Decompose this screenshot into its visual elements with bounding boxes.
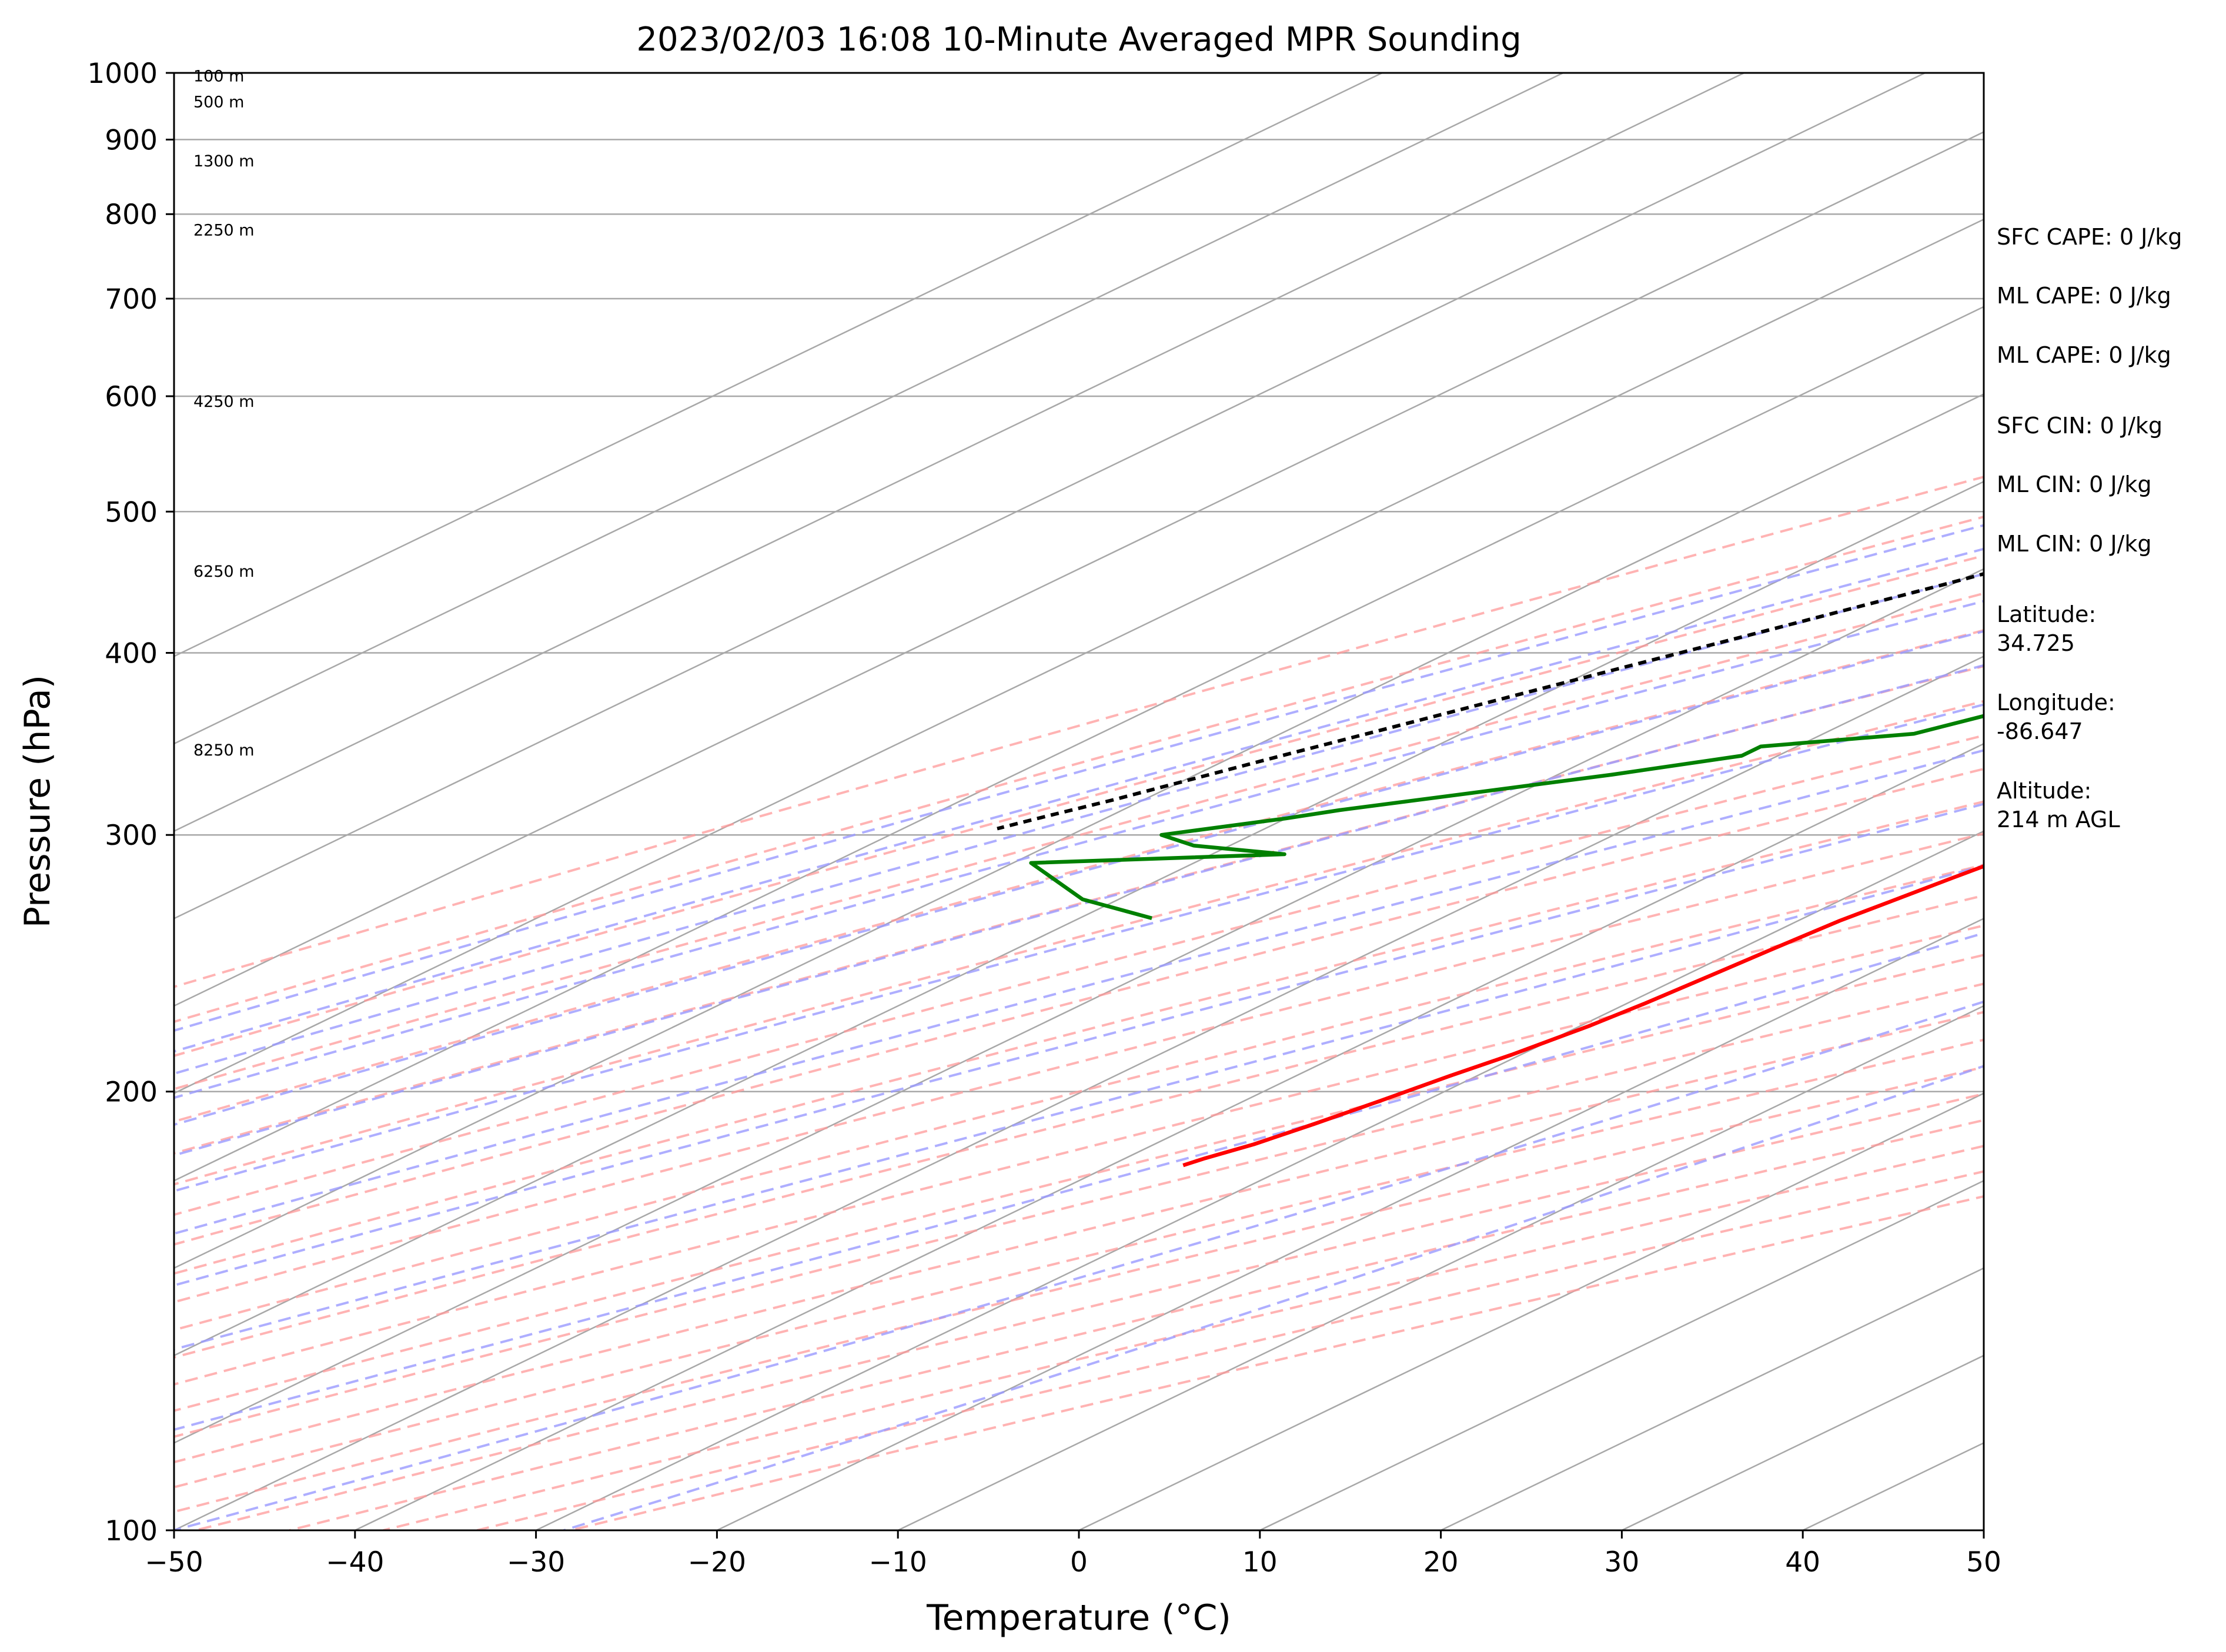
height-label: 8250 m xyxy=(193,741,255,760)
altitude-value: 214 m AGL xyxy=(1997,807,2120,832)
longitude-value: -86.647 xyxy=(1997,718,2083,744)
sfc-cin-text: SFC CIN: 0 J/kg xyxy=(1997,413,2163,439)
dry-adiabat-line xyxy=(174,554,1984,1057)
ml-cape-text-2: ML CAPE: 0 J/kg xyxy=(1997,342,2171,368)
y-tick-label: 500 xyxy=(105,496,158,529)
x-tick-label: −10 xyxy=(869,1546,927,1579)
height-labels: 100 m 500 m 1300 m 2250 m 4250 m 6250 m 8250 m xyxy=(193,67,255,760)
y-tick-label: 600 xyxy=(105,381,158,413)
isotherm-line xyxy=(174,568,1984,1444)
isotherm-line xyxy=(174,73,1744,832)
isotherm-line xyxy=(536,830,1984,1530)
isotherm-line xyxy=(897,1005,1984,1530)
ml-cin-text: ML CIN: 0 J/kg xyxy=(1997,471,2151,497)
isotherm-line xyxy=(174,480,1984,1357)
y-tick-label: 100 xyxy=(105,1515,158,1547)
longitude-label: Longitude: xyxy=(1997,690,2115,715)
parcel-profile-line xyxy=(997,572,1984,831)
moist-adiabat-line xyxy=(174,749,1984,1235)
height-label: 2250 m xyxy=(193,221,255,239)
y-tick-label: 200 xyxy=(105,1076,158,1109)
x-tick-label: −50 xyxy=(145,1546,203,1579)
chart-title: 2023/02/03 16:08 10-Minute Averaged MPR … xyxy=(636,21,1521,59)
y-tick-label: 300 xyxy=(105,820,158,852)
height-label: 500 m xyxy=(193,93,244,112)
x-tick-label: −20 xyxy=(688,1546,746,1579)
ml-cape-text: ML CAPE: 0 J/kg xyxy=(1997,283,2171,309)
height-label: 6250 m xyxy=(193,563,255,581)
moist-adiabat-line xyxy=(174,703,1984,1192)
isotherm-line xyxy=(1259,1179,1984,1530)
moist-adiabat-line xyxy=(174,524,1984,1032)
latitude-value: 34.725 xyxy=(1997,630,2075,656)
moist-adiabat-line xyxy=(174,600,1984,1099)
x-axis-ticks: −50 −40 −30 −20 −10 0 10 20 30 40 50 xyxy=(145,1530,2001,1579)
temperature-line xyxy=(1182,864,1984,1168)
y-axis-label: Pressure (hPa) xyxy=(17,675,58,928)
dry-adiabat-line xyxy=(174,924,1984,1386)
dry-adiabat-line xyxy=(174,864,1984,1332)
dewpoint-line xyxy=(1029,714,1984,921)
y-tick-label: 800 xyxy=(105,199,158,231)
isotherm-line xyxy=(174,656,1984,1530)
sfc-cape-text: SFC CAPE: 0 J/kg xyxy=(1997,224,2182,250)
x-axis-label: Temperature (°C) xyxy=(926,1597,1231,1638)
isotherm-line xyxy=(174,306,1984,1182)
height-label: 100 m xyxy=(193,67,244,85)
x-tick-label: 40 xyxy=(1785,1546,1820,1579)
background-reference-lines xyxy=(174,73,1984,1530)
isotherm-line xyxy=(174,73,1926,919)
x-tick-label: 30 xyxy=(1604,1546,1639,1579)
x-tick-label: 0 xyxy=(1070,1546,1088,1579)
moist-adiabat-line xyxy=(174,573,1984,1075)
dry-adiabat-line xyxy=(174,516,1984,1024)
dry-adiabat-line xyxy=(174,894,1984,1359)
y-tick-label: 1000 xyxy=(87,58,158,90)
x-tick-label: 50 xyxy=(1966,1546,2001,1579)
moist-adiabat-line xyxy=(174,864,1984,1351)
isotherm-line xyxy=(716,917,1984,1530)
x-tick-label: 20 xyxy=(1423,1546,1459,1579)
stats-panel: SFC CAPE: 0 J/kg ML CAPE: 0 J/kg ML CAPE… xyxy=(1997,224,2182,832)
profile-series xyxy=(997,572,1984,1168)
latitude-label: Latitude: xyxy=(1997,601,2096,627)
height-label: 4250 m xyxy=(193,393,255,411)
x-tick-label: −30 xyxy=(507,1546,565,1579)
isotherm-line xyxy=(1440,1267,1984,1530)
x-tick-label: 10 xyxy=(1242,1546,1278,1579)
y-tick-label: 900 xyxy=(105,124,158,156)
dry-adiabat-line xyxy=(174,832,1984,1303)
isotherm-line xyxy=(1078,1092,1984,1530)
dry-adiabat-line xyxy=(174,629,1984,1123)
isotherm-line xyxy=(174,73,1383,657)
ml-cin-text-2: ML CIN: 0 J/kg xyxy=(1997,531,2151,557)
isotherm-line xyxy=(174,131,1984,1007)
dry-adiabat-line xyxy=(174,592,1984,1091)
height-label: 1300 m xyxy=(193,152,255,170)
dry-adiabat-line xyxy=(174,665,1984,1155)
y-tick-label: 700 xyxy=(105,283,158,316)
x-tick-label: −40 xyxy=(326,1546,384,1579)
isotherm-line xyxy=(174,218,1984,1095)
y-axis-ticks: 100 200 300 400 500 600 700 800 900 1000 xyxy=(87,58,174,1547)
y-tick-label: 400 xyxy=(105,637,158,670)
isotherm-line xyxy=(174,73,1564,745)
altitude-label: Altitude: xyxy=(1997,778,2091,804)
dry-adiabat-line xyxy=(174,800,1984,1275)
